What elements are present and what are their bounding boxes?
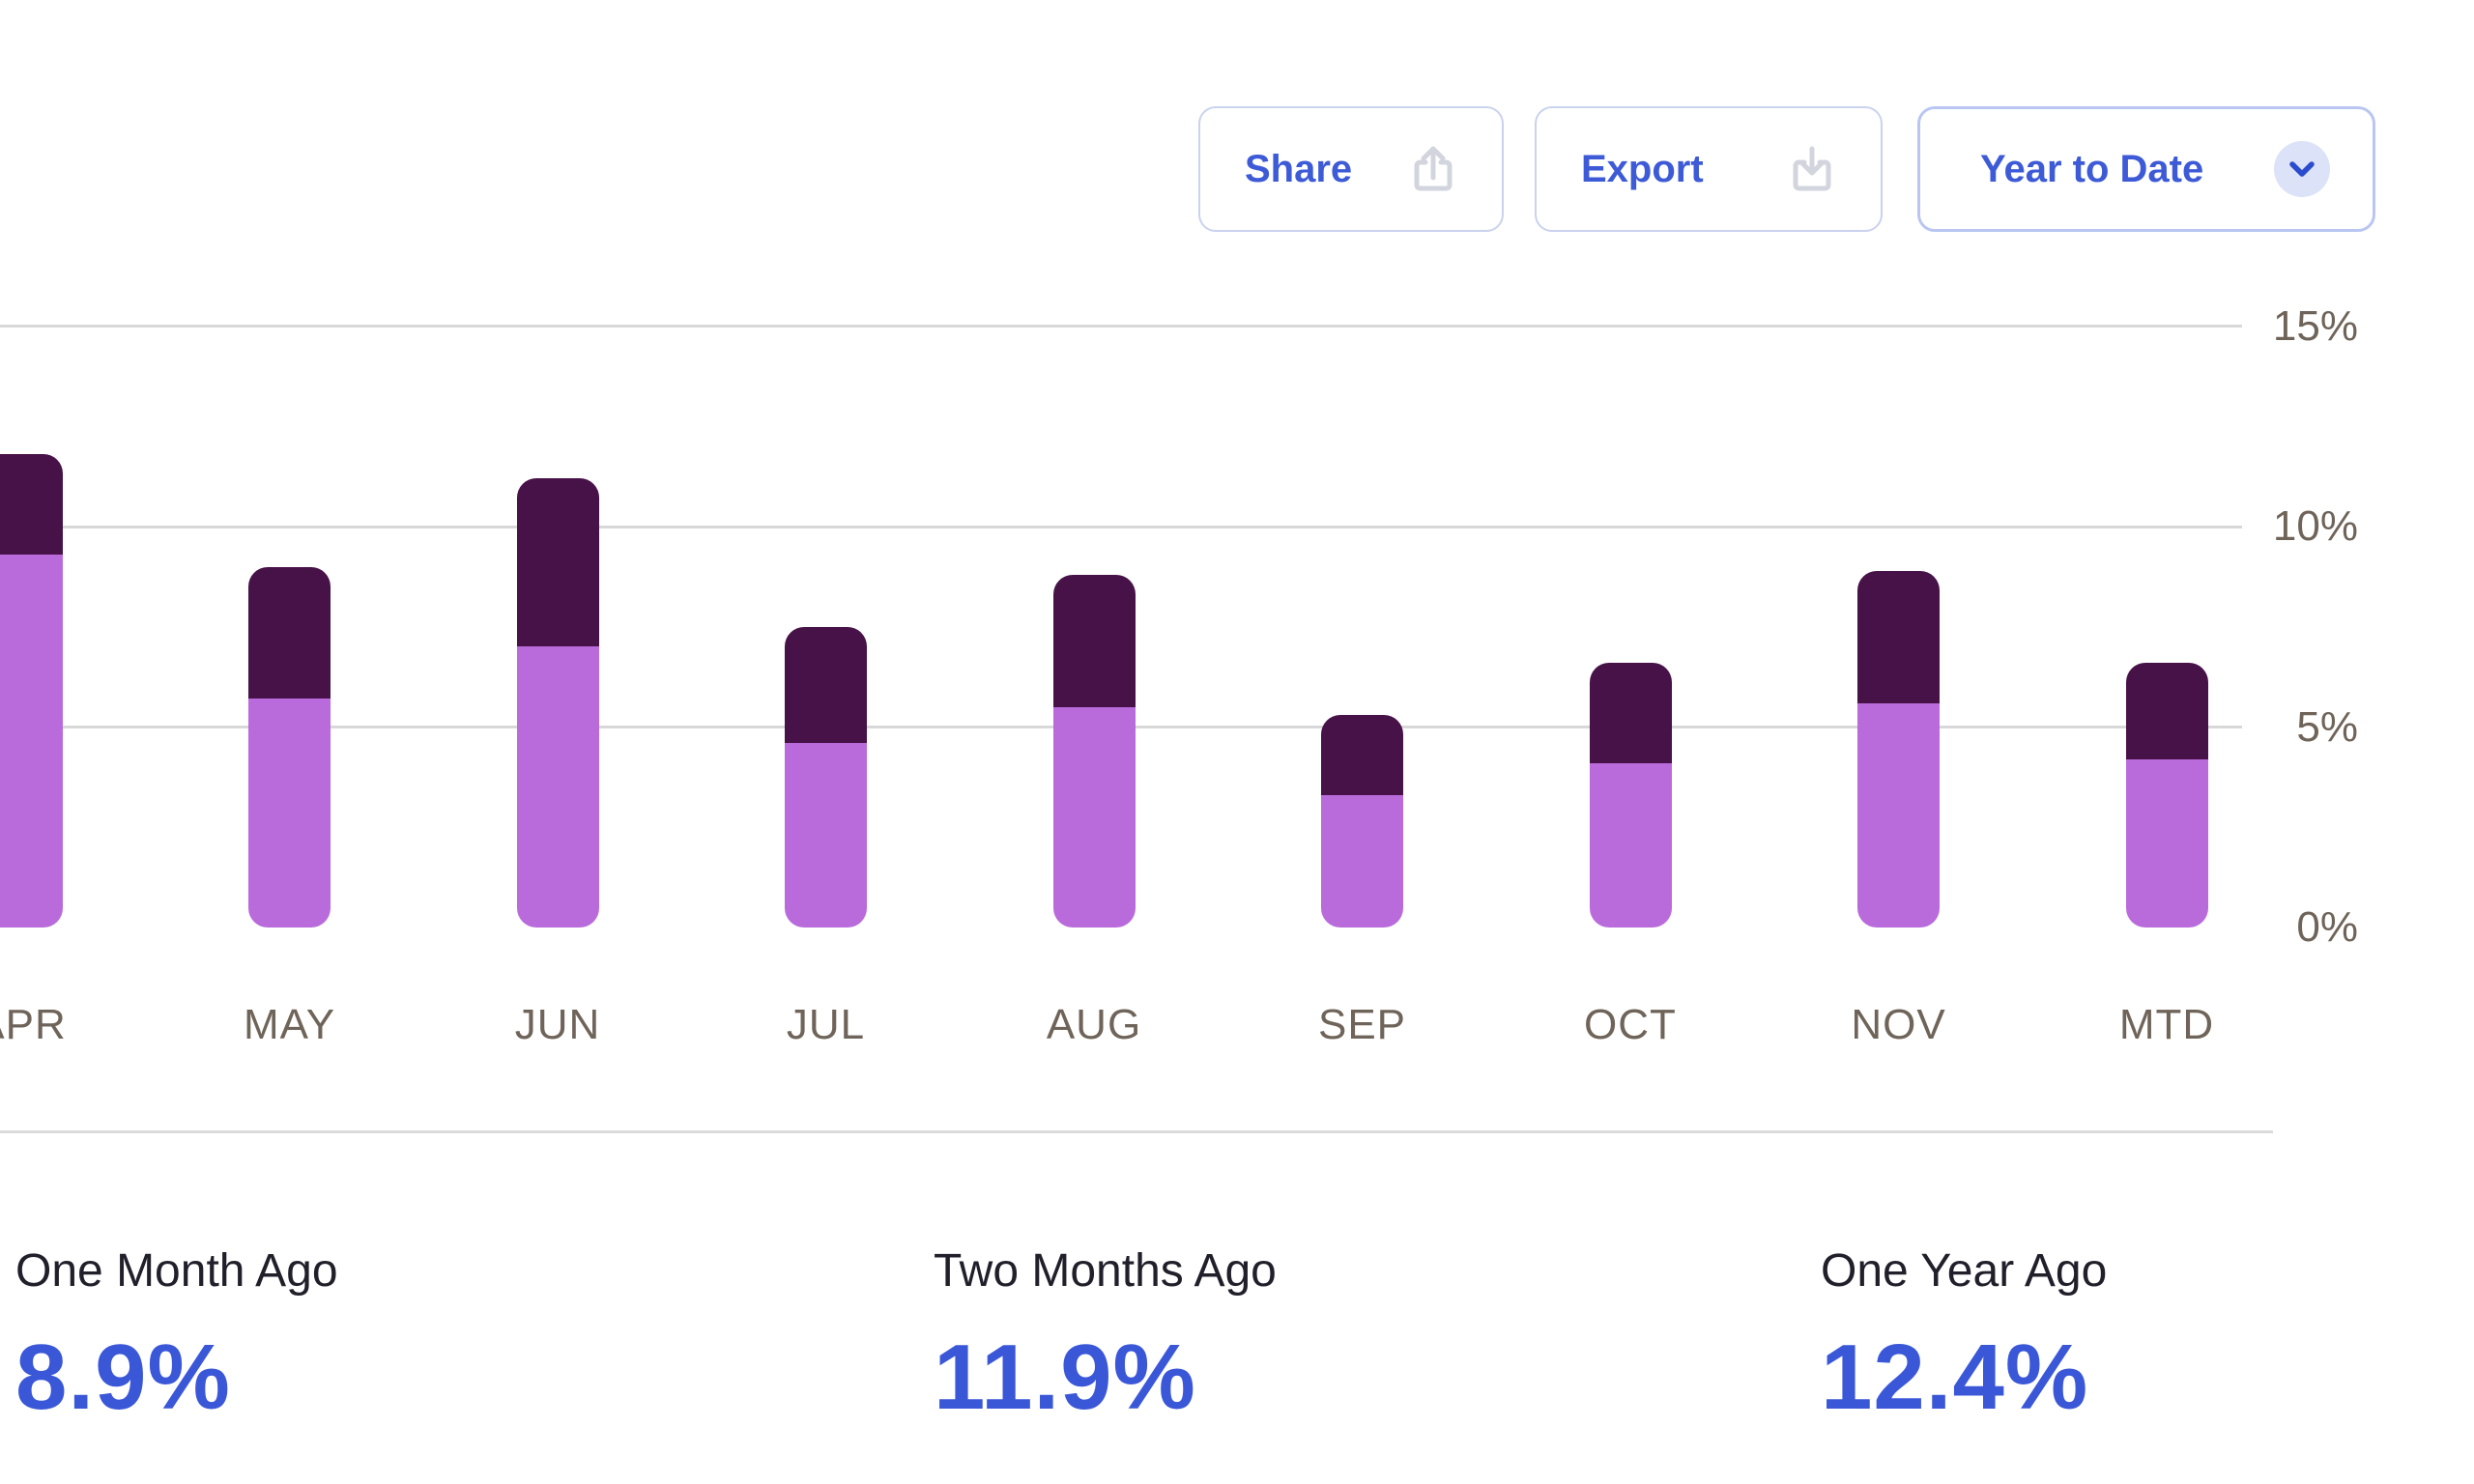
chart-bottom-border (0, 1130, 2273, 1133)
x-axis-label-apr: APR (0, 1001, 67, 1048)
chevron-down-icon (2274, 141, 2330, 197)
bar-jul[interactable] (785, 626, 867, 928)
x-axis-label-sep: SEP (1317, 1001, 1407, 1048)
bar-may[interactable] (248, 566, 331, 928)
bar-segment-primary (1052, 706, 1136, 928)
stat-one-year-ago: One Year Ago 12.4% (1821, 1244, 2107, 1431)
gridline-10 (0, 525, 2242, 528)
bar-segment-primary (0, 555, 63, 928)
bar-aug[interactable] (1052, 574, 1136, 928)
bar-segment-primary (1321, 795, 1403, 928)
share-button[interactable]: Share (1198, 106, 1504, 232)
stat-one-month-ago: One Month Ago 8.9% (15, 1244, 338, 1431)
stat-two-months-ago: Two Months Ago 11.9% (934, 1244, 1277, 1431)
x-axis-label-jul: JUL (786, 1001, 866, 1048)
bar-segment-primary (1857, 702, 1940, 928)
bar-segment-secondary (2125, 663, 2208, 759)
download-icon (1793, 146, 1831, 191)
bar-segment-primary (516, 646, 599, 928)
stat-label: One Year Ago (1821, 1245, 2108, 1297)
stat-label: Two Months Ago (934, 1245, 1277, 1297)
period-dropdown-value: Year to Date (1980, 147, 2204, 190)
bar-oct[interactable] (1589, 663, 1672, 928)
bar-segment-secondary (1321, 715, 1403, 796)
bar-apr[interactable] (0, 454, 63, 928)
export-button[interactable]: Export (1535, 106, 1883, 232)
bar-segment-secondary (1589, 663, 1672, 763)
bar-segment-secondary (785, 626, 867, 744)
share-icon (1414, 146, 1453, 191)
x-axis-label-nov: NOV (1851, 1001, 1946, 1048)
stat-label: One Month Ago (15, 1245, 338, 1297)
bar-nov[interactable] (1857, 570, 1940, 928)
stat-value: 11.9% (934, 1326, 1196, 1429)
stat-value: 12.4% (1821, 1326, 2089, 1429)
export-button-label: Export (1581, 147, 1704, 190)
x-axis-label-aug: AUG (1046, 1001, 1142, 1048)
bar-segment-secondary (0, 454, 63, 556)
bar-sep[interactable] (1321, 715, 1403, 928)
y-axis-tick-10: 10% (2272, 502, 2358, 550)
bar-segment-secondary (248, 566, 331, 699)
bar-segment-primary (1589, 762, 1672, 928)
x-axis-label-mtd: MTD (2118, 1001, 2215, 1048)
bar-segment-secondary (516, 478, 599, 647)
bar-segment-secondary (1052, 574, 1136, 707)
bar-mtd[interactable] (2125, 663, 2208, 928)
x-axis-label-may: MAY (243, 1001, 336, 1048)
y-axis-tick-5: 5% (2296, 702, 2358, 751)
gridline-15 (0, 325, 2242, 328)
x-axis-label-oct: OCT (1584, 1001, 1677, 1048)
y-axis-tick-15: 15% (2272, 301, 2358, 350)
stat-value: 8.9% (15, 1326, 231, 1429)
bar-segment-primary (785, 743, 867, 928)
bar-jun[interactable] (516, 478, 599, 928)
period-dropdown[interactable]: Year to Date (1917, 106, 2375, 232)
bar-segment-secondary (1857, 570, 1940, 703)
bar-segment-primary (248, 699, 331, 928)
bar-segment-primary (2125, 758, 2208, 928)
share-button-label: Share (1245, 147, 1353, 190)
x-axis-label-jun: JUN (514, 1001, 601, 1048)
y-axis-tick-0: 0% (2296, 903, 2358, 951)
